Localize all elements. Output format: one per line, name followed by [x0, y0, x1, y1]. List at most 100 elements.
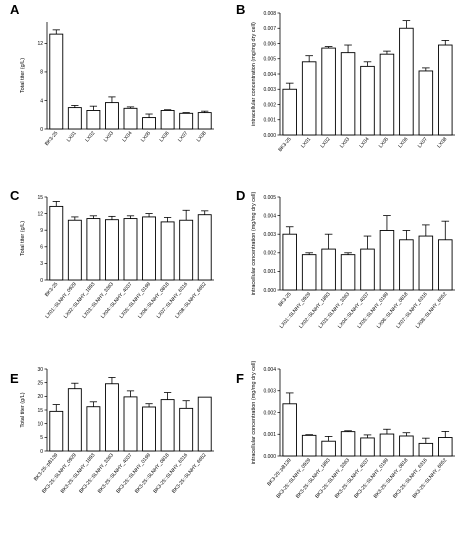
- y-tick-label: 6: [40, 245, 43, 251]
- y-tick-label: 30: [37, 367, 43, 373]
- category-label: BK3-25::SLNHY_3363: [314, 457, 351, 499]
- bar: [142, 216, 157, 281]
- y-tick-label: 0.001: [263, 269, 276, 275]
- y-tick-label: 10: [37, 421, 43, 427]
- y-tick-label: 0.007: [263, 26, 276, 32]
- category-label: BK3-25: [277, 291, 292, 308]
- bar: [282, 88, 297, 136]
- bar: [340, 52, 356, 136]
- category-label: BK3-25::SLNHY_6652: [412, 457, 449, 499]
- y-tick-label: 0.006: [263, 41, 276, 47]
- y-tick-label: 0.003: [263, 87, 276, 93]
- bar: [123, 107, 138, 130]
- bar: [197, 396, 212, 452]
- y-tick-label: 0.005: [263, 57, 276, 63]
- category-label: LX08: [196, 130, 208, 143]
- y-tick-label: 0.005: [263, 195, 276, 201]
- category-label: LX07: [417, 136, 429, 149]
- bar: [160, 399, 175, 452]
- category-label: LX03: [339, 136, 351, 149]
- category-label: LX03: [103, 130, 115, 143]
- y-tick-label: 5: [40, 435, 43, 441]
- category-label: LX04: [121, 130, 133, 143]
- category-label: BK3-25::SLNHY_0929: [41, 452, 78, 494]
- y-tick-label: 20: [37, 394, 43, 400]
- bar: [123, 396, 138, 452]
- bar: [301, 434, 317, 457]
- bar: [86, 406, 101, 452]
- y-axis-title: Total titer (g/L): [20, 58, 26, 93]
- panel-letter: E: [10, 371, 19, 386]
- bar: [179, 219, 194, 281]
- bar: [418, 235, 434, 291]
- y-tick-label: 0.000: [263, 133, 276, 139]
- bar: [67, 107, 82, 130]
- y-tick-label: 12: [37, 211, 43, 217]
- y-tick-label: 0.002: [263, 102, 276, 108]
- category-label: BK3-25::SLNHY_4037: [97, 452, 134, 494]
- category-label: BK3-25: [44, 281, 59, 298]
- category-label: BK3-25::SLNHY_6652: [171, 452, 208, 494]
- bar: [179, 407, 194, 452]
- bar: [142, 117, 157, 130]
- category-label: BK3-25::SLNHY_0818: [373, 457, 410, 499]
- category-label: LX05: [140, 130, 152, 143]
- y-axis-title: intracellular concentration (mg/mg dry c…: [251, 22, 257, 126]
- category-label: LX06: [159, 130, 171, 143]
- bar: [399, 27, 414, 136]
- y-tick-label: 8: [40, 70, 43, 76]
- bar: [360, 248, 375, 291]
- category-label: BK3-25::SLNHY_4037: [334, 457, 371, 499]
- category-label: BK3-25::SLNHY_0199: [353, 457, 390, 499]
- y-tick-label: 15: [37, 408, 43, 414]
- y-tick-label: 0.000: [263, 288, 276, 294]
- category-label: LX07: [177, 130, 189, 143]
- bar: [438, 437, 453, 457]
- bar: [438, 239, 453, 291]
- y-tick-label: 0.004: [263, 367, 276, 373]
- category-label: BK3-25::SLNHY_0818: [134, 452, 171, 494]
- category-label: BK3-25::SLNHY_0929: [275, 457, 312, 499]
- bar: [379, 53, 395, 136]
- category-label: BK3-25::SLNHY_6316: [392, 457, 429, 499]
- bar: [321, 440, 336, 457]
- panel-letter: F: [236, 371, 244, 386]
- bar: [360, 437, 375, 457]
- bar: [418, 442, 434, 457]
- category-label: BK3-25::SLNHY_1893: [295, 457, 332, 499]
- bar: [360, 65, 375, 136]
- bar: [179, 112, 194, 130]
- panel-D: D 0.000 0.001 0.002 0.003 0.004 0.005 intracell…: [236, 188, 455, 330]
- y-tick-label: 0.004: [263, 72, 276, 78]
- panel-F: F 0.000 0.001 0.002 0.003 0.004 intracellular …: [236, 361, 455, 500]
- bar: [321, 248, 336, 291]
- bar: [142, 406, 157, 452]
- bar: [301, 61, 317, 136]
- category-label: BK3-25: [44, 130, 59, 147]
- category-label: LX06: [397, 136, 409, 149]
- bar: [160, 110, 175, 130]
- category-label: LX02: [84, 130, 96, 143]
- category-label: LX08: [436, 136, 448, 149]
- bar: [49, 33, 64, 130]
- bar: [104, 102, 119, 130]
- y-tick-label: 0.003: [263, 232, 276, 238]
- category-label: LX01: [300, 136, 312, 149]
- bar: [197, 214, 212, 281]
- category-label: BK3-25::SLNHY_0199: [115, 452, 152, 494]
- bar: [301, 254, 317, 291]
- y-tick-label: 12: [37, 41, 43, 47]
- y-tick-label: 15: [37, 195, 43, 201]
- bar: [399, 435, 414, 457]
- bar: [160, 221, 175, 281]
- y-tick-label: 0.002: [263, 251, 276, 257]
- bar: [379, 230, 395, 291]
- category-label: BK3-25::SLNHY_3363: [78, 452, 115, 494]
- y-axis-title: intracellular concentration (mg/mg dry c…: [251, 192, 257, 296]
- bar: [282, 233, 297, 291]
- bar: [123, 218, 138, 281]
- y-tick-label: 3: [40, 261, 43, 267]
- bar: [104, 219, 119, 281]
- category-label: BK3-25::SLNHY_6316: [152, 452, 189, 494]
